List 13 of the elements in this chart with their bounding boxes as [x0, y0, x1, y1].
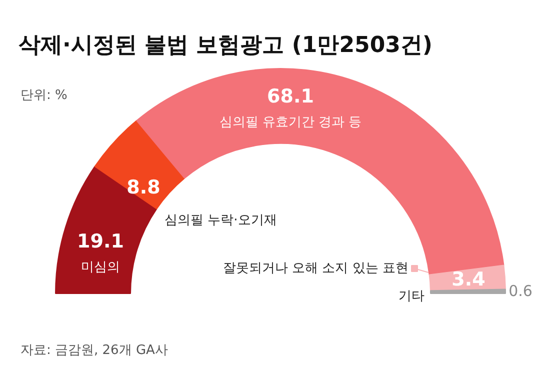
- slice-label: 미심의: [81, 260, 120, 275]
- data-label: 3.4: [452, 268, 486, 290]
- text: 단위: %: [20, 88, 68, 103]
- data-label: 19.1: [77, 230, 124, 252]
- data-label: 0.6: [508, 282, 532, 300]
- legend-label: 잘못되거나 오해 소지 있는 표현: [222, 261, 408, 276]
- chart-title: 삭제·시정된 불법 보험광고 (1만2503건): [18, 33, 432, 58]
- text: 자료: 금감원, 26개 GA사: [20, 343, 168, 358]
- data-label: 68.1: [267, 86, 314, 108]
- slice-label: 심의필 누락·오기재: [164, 213, 277, 228]
- data-label: 8.8: [126, 176, 160, 198]
- slice-label: 심의필 유효기간 경과 등: [219, 115, 362, 130]
- slice-label: 기타: [398, 289, 424, 304]
